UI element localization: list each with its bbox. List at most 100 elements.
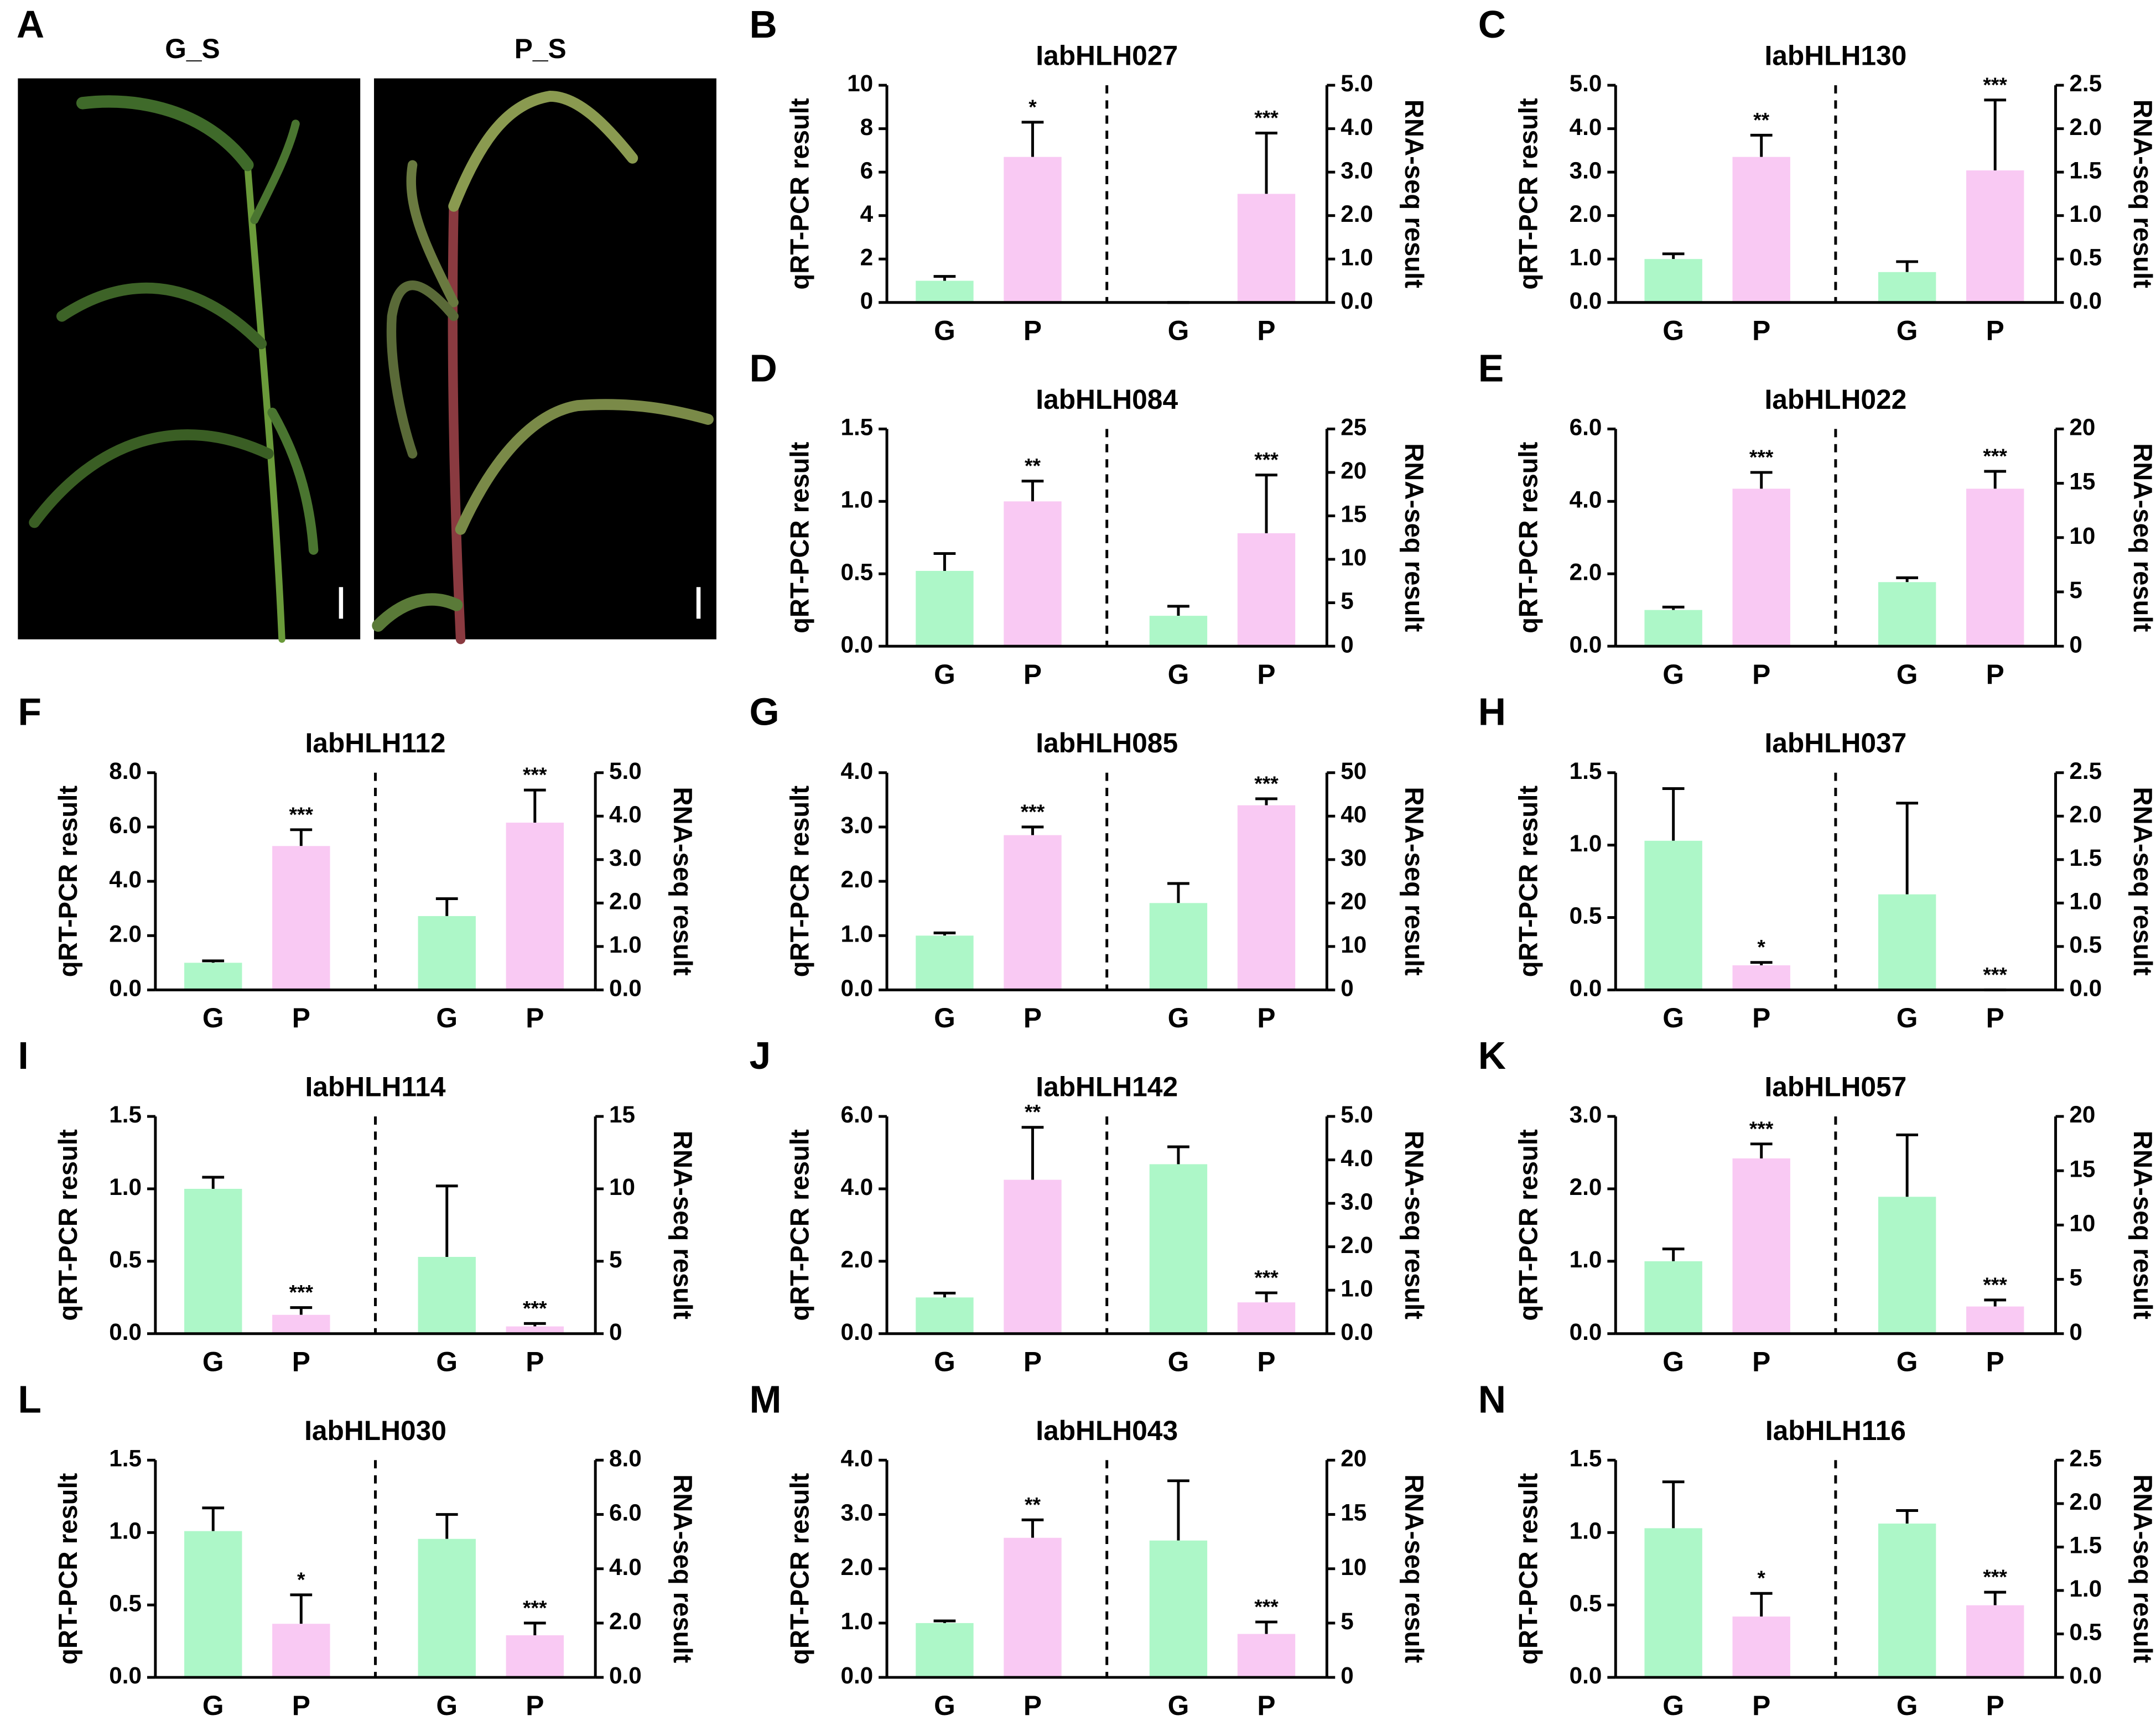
photo — [374, 78, 716, 640]
tick-label: 4.0 — [609, 1554, 642, 1580]
chart-panel: B IabHLH027 qRT-PCR result RNA-seq result 0 2… — [750, 3, 1428, 346]
bar — [1732, 965, 1790, 990]
tick-label: 1.5 — [109, 1446, 142, 1472]
chart-title: IabHLH084 — [1036, 384, 1178, 415]
y-axis-label: qRT-PCR result — [54, 1129, 83, 1321]
tick-label: 0.0 — [109, 1662, 142, 1688]
bar — [506, 1326, 564, 1334]
significance: * — [1028, 95, 1037, 118]
chart-title: IabHLH037 — [1764, 727, 1906, 758]
tick-label: 2.0 — [1341, 201, 1373, 227]
panel-letter: B — [750, 3, 777, 46]
tick-label: 1.5 — [1570, 1446, 1602, 1472]
tick-label: 3.0 — [1570, 157, 1602, 183]
bar — [1644, 259, 1702, 303]
tick-label: 4.0 — [840, 758, 873, 784]
tick-label: 2.0 — [609, 888, 642, 914]
y-axis-label: qRT-PCR result — [785, 1129, 814, 1321]
tick-label: 0 — [2069, 1319, 2082, 1345]
tick-label: 10 — [1341, 1554, 1367, 1580]
tick-label: 2.0 — [1570, 559, 1602, 585]
tick-label: 50 — [1341, 758, 1367, 784]
bar — [1004, 1179, 1062, 1334]
y-axis-label: qRT-PCR result — [785, 98, 814, 290]
tick-label: 4 — [860, 201, 874, 227]
tick-label: 20 — [1341, 888, 1367, 914]
y2-axis-label: RNA-seq result — [1399, 1131, 1428, 1319]
tick-label: 0.5 — [2069, 1619, 2102, 1645]
tick-label: 10 — [1341, 932, 1367, 958]
bar — [1237, 1634, 1296, 1678]
tick-label: 1.0 — [609, 932, 642, 958]
tick-label: 20 — [2069, 1101, 2095, 1127]
bar — [1878, 894, 1936, 990]
bar — [1149, 1164, 1208, 1334]
tick-label: 2.0 — [840, 866, 873, 892]
bar — [184, 963, 242, 990]
x-tick-label: P — [292, 1002, 310, 1033]
y2-axis-label: RNA-seq result — [2128, 1131, 2156, 1319]
panel-letter: A — [17, 3, 44, 46]
x-tick-label: G — [1897, 1347, 1918, 1377]
tick-label: 0.0 — [1341, 288, 1373, 314]
tick-label: 0 — [1341, 1662, 1353, 1688]
x-tick-label: G — [934, 659, 955, 690]
x-tick-label: G — [1663, 1002, 1684, 1033]
bar — [1732, 157, 1790, 303]
tick-label: 10 — [2069, 523, 2095, 549]
y2-axis-label: RNA-seq result — [668, 787, 697, 976]
chart-title: IabHLH142 — [1036, 1071, 1178, 1102]
x-tick-label: P — [1257, 315, 1275, 346]
photo-panel: A G_S P_S — [17, 3, 716, 644]
chart-panel: L IabHLH030 qRT-PCR result RNA-seq result 0.… — [18, 1377, 697, 1720]
y-axis-label: qRT-PCR result — [1514, 98, 1544, 290]
x-tick-label: G — [1663, 1690, 1684, 1721]
tick-label: 1.5 — [840, 414, 873, 440]
photo-label: G_S — [165, 33, 220, 64]
x-tick-label: P — [292, 1690, 310, 1721]
y2-axis-label: RNA-seq result — [2128, 787, 2156, 976]
tick-label: 0.0 — [1570, 975, 1602, 1001]
bar — [1878, 1197, 1936, 1334]
tick-label: 0.0 — [2069, 288, 2102, 314]
significance: *** — [1021, 800, 1045, 823]
x-tick-label: G — [1897, 659, 1918, 690]
tick-label: 2.0 — [609, 1608, 642, 1634]
x-tick-label: P — [1752, 659, 1770, 690]
tick-label: 2.0 — [1341, 1232, 1373, 1258]
x-tick-label: G — [934, 1347, 955, 1377]
chart-title: IabHLH112 — [305, 727, 445, 758]
chart-panel: K IabHLH057 qRT-PCR result RNA-seq result 0.… — [1478, 1034, 2156, 1377]
x-tick-label: G — [1168, 1347, 1189, 1377]
significance: *** — [289, 1281, 314, 1304]
x-tick-label: P — [1752, 315, 1770, 346]
bar — [418, 916, 476, 990]
tick-label: 3.0 — [1570, 1101, 1602, 1127]
x-tick-label: G — [436, 1690, 458, 1721]
panel-letter: G — [750, 690, 780, 734]
bar — [1644, 1528, 1702, 1678]
tick-label: 3.0 — [609, 845, 642, 871]
significance: *** — [523, 1596, 547, 1619]
bar — [1149, 1540, 1208, 1678]
tick-label: 4.0 — [1570, 486, 1602, 512]
tick-label: 5 — [1341, 1608, 1353, 1634]
bar — [506, 1635, 564, 1678]
chart-title: IabHLH027 — [1036, 40, 1178, 71]
significance: *** — [1749, 445, 1774, 469]
tick-label: 30 — [1341, 845, 1367, 871]
tick-label: 0.0 — [1570, 631, 1602, 657]
tick-label: 0.5 — [1570, 903, 1602, 929]
tick-label: 1.0 — [1570, 1517, 1602, 1543]
chart-panel: H IabHLH037 qRT-PCR result RNA-seq result 0.… — [1478, 690, 2156, 1033]
tick-label: 6.0 — [840, 1101, 873, 1127]
x-tick-label: P — [526, 1690, 544, 1721]
y-axis-label: qRT-PCR result — [785, 441, 814, 633]
tick-label: 0.0 — [1341, 1319, 1373, 1345]
tick-label: 3.0 — [840, 1500, 873, 1526]
bar — [1878, 582, 1936, 647]
x-tick-label: P — [1024, 1690, 1042, 1721]
panel-letter: I — [18, 1034, 28, 1077]
tick-label: 4.0 — [109, 866, 142, 892]
significance: *** — [1983, 444, 2007, 467]
